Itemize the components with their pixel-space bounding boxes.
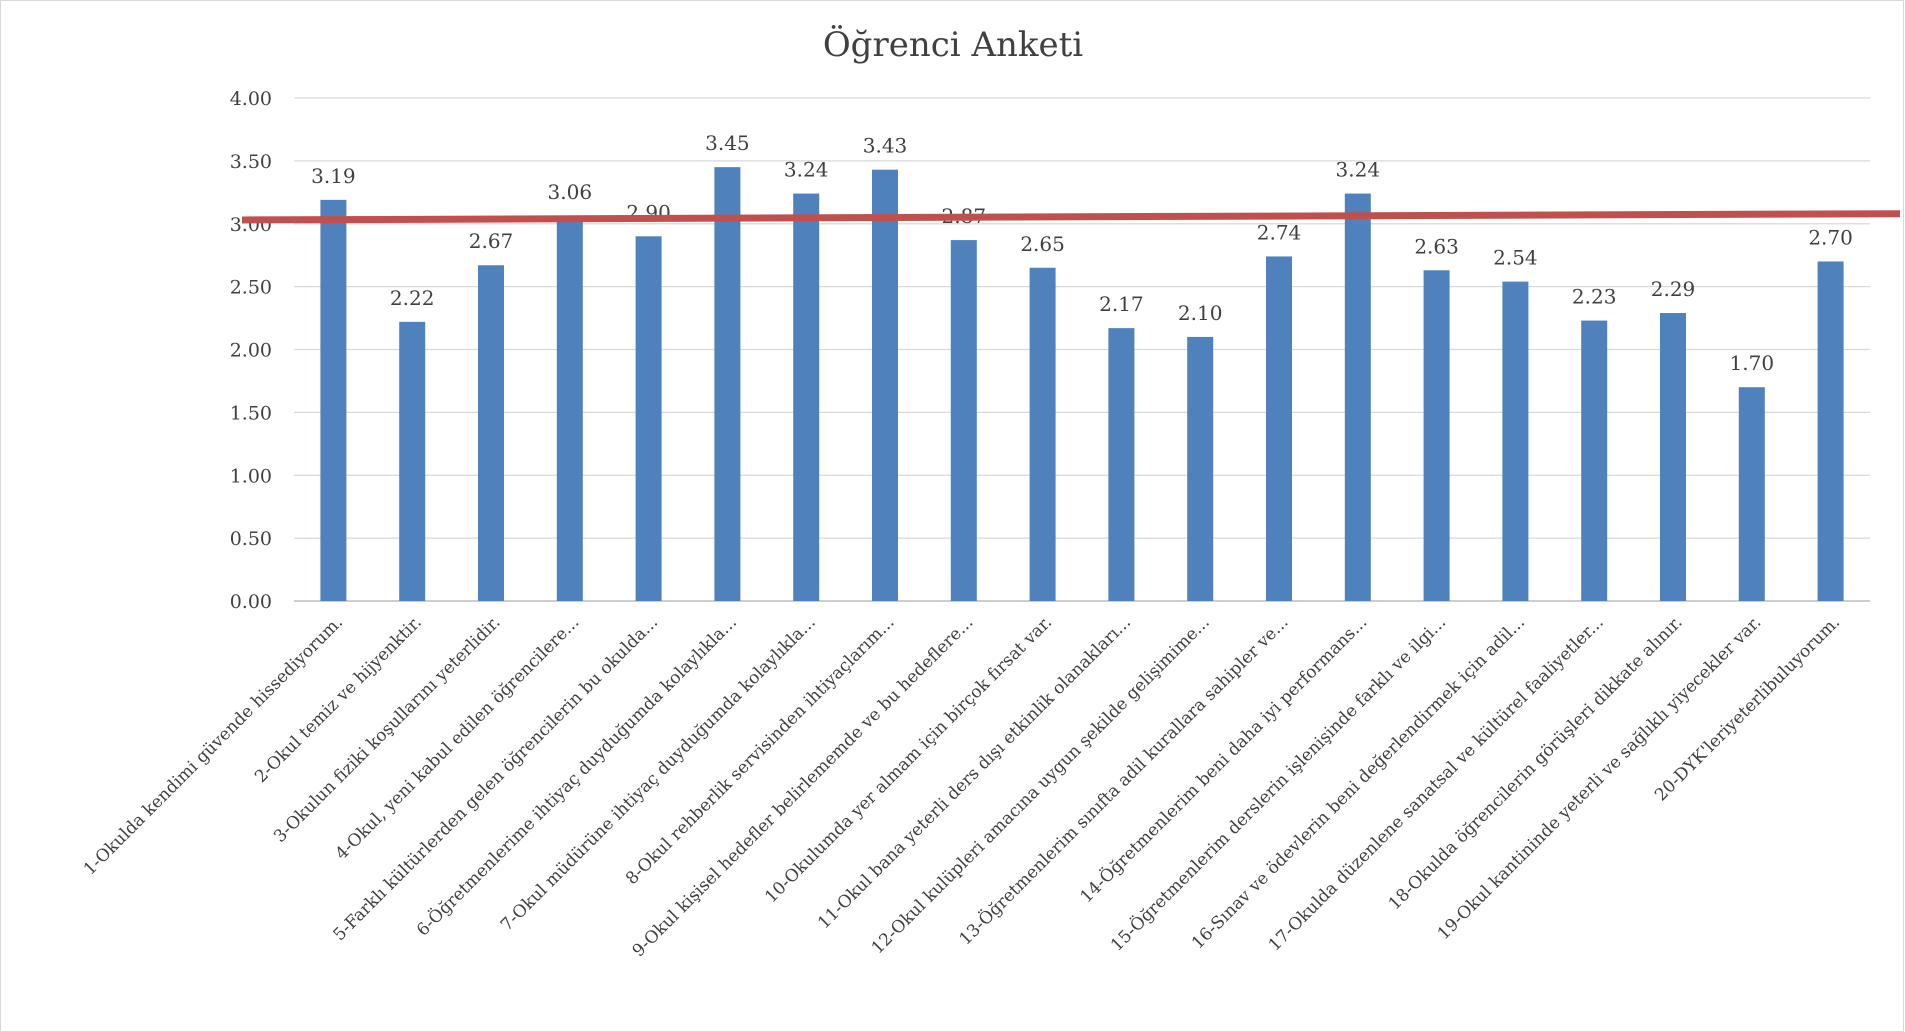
bar: [1029, 267, 1056, 601]
bar: [1581, 320, 1608, 601]
bar: [1187, 336, 1214, 601]
data-label: 2.54: [1493, 246, 1538, 270]
y-tick-label: 1.00: [230, 465, 272, 487]
bar: [1266, 256, 1292, 601]
data-label: 2.29: [1651, 277, 1696, 301]
bar: [714, 167, 741, 601]
bar: [872, 169, 898, 602]
bar: [1344, 193, 1371, 601]
bar: [1817, 261, 1844, 601]
bar: [556, 216, 583, 601]
data-label: 2.63: [1414, 234, 1459, 258]
y-tick-label: 0.50: [230, 528, 272, 550]
bar: [478, 265, 504, 601]
reference-line: [241, 210, 1901, 224]
data-label: 2.23: [1572, 285, 1617, 309]
bar: [1502, 281, 1529, 601]
bar: [793, 193, 820, 601]
reference-line-layer: [241, 210, 1901, 224]
bar: [1423, 270, 1450, 601]
bar: [320, 199, 347, 602]
bar: [635, 236, 662, 601]
data-label: 3.24: [1336, 158, 1381, 182]
data-label: 1.70: [1730, 351, 1775, 375]
data-labels: 3.192.222.673.062.903.453.243.432.872.65…: [311, 131, 1853, 375]
bar: [399, 321, 426, 601]
data-label: 2.10: [1178, 301, 1223, 325]
y-tick-label: 2.50: [230, 277, 272, 299]
data-label: 3.06: [548, 180, 593, 204]
data-label: 2.17: [1099, 292, 1144, 316]
bar: [1108, 328, 1135, 601]
y-tick-label: 1.50: [230, 402, 272, 424]
bars: [320, 167, 1844, 602]
data-label: 3.43: [863, 134, 908, 158]
data-label: 3.24: [784, 158, 829, 182]
gridlines: [294, 97, 1870, 602]
data-label: 2.67: [469, 229, 514, 253]
bar: [1660, 313, 1686, 601]
data-label: 3.19: [311, 164, 356, 188]
y-tick-label: 3.50: [230, 151, 272, 173]
chart-title: Öğrenci Anketi: [823, 24, 1083, 65]
data-label: 3.45: [705, 131, 750, 155]
data-label: 2.70: [1808, 225, 1853, 249]
y-tick-label: 2.00: [230, 340, 272, 362]
data-label: 2.22: [390, 286, 435, 310]
bar: [950, 240, 977, 601]
bar: [1738, 387, 1765, 601]
data-label: 2.74: [1257, 220, 1302, 244]
y-tick-label: 0.00: [230, 591, 272, 613]
y-axis-ticks: 0.000.501.001.502.002.503.003.504.00: [230, 88, 272, 613]
y-tick-label: 4.00: [230, 88, 272, 110]
data-label: 2.65: [1020, 232, 1065, 256]
